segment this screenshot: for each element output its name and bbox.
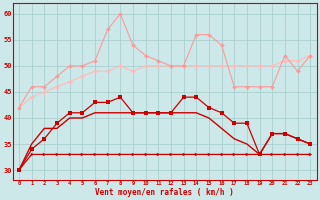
X-axis label: Vent moyen/en rafales ( km/h ): Vent moyen/en rafales ( km/h ) [95, 188, 234, 197]
